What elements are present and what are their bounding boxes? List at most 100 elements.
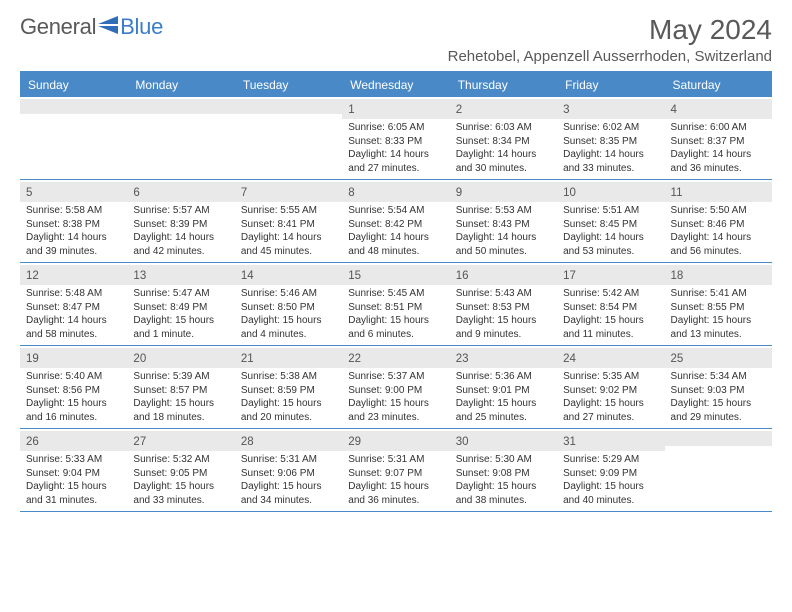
- daynum-row: 3: [557, 99, 664, 119]
- info-daylight2: and 18 minutes.: [133, 411, 228, 425]
- weekday-thursday: Thursday: [450, 73, 557, 97]
- day-number: 22: [348, 353, 361, 365]
- info-sunset: Sunset: 8:57 PM: [133, 384, 228, 398]
- day-number: 13: [133, 270, 146, 282]
- info-daylight1: Daylight: 15 hours: [26, 397, 121, 411]
- day-cell: 4Sunrise: 6:00 AMSunset: 8:37 PMDaylight…: [665, 97, 772, 179]
- daynum-row: 31: [557, 431, 664, 451]
- day-cell: 17Sunrise: 5:42 AMSunset: 8:54 PMDayligh…: [557, 263, 664, 345]
- info-daylight1: Daylight: 14 hours: [26, 231, 121, 245]
- info-sunrise: Sunrise: 5:31 AM: [348, 453, 443, 467]
- title-block: May 2024 Rehetobel, Appenzell Ausserrhod…: [448, 14, 772, 65]
- info-daylight1: Daylight: 15 hours: [348, 314, 443, 328]
- weekday-monday: Monday: [127, 73, 234, 97]
- info-daylight2: and 20 minutes.: [241, 411, 336, 425]
- day-cell: 8Sunrise: 5:54 AMSunset: 8:42 PMDaylight…: [342, 180, 449, 262]
- info-daylight1: Daylight: 15 hours: [671, 397, 766, 411]
- info-sunset: Sunset: 8:42 PM: [348, 218, 443, 232]
- daynum-row: 14: [235, 265, 342, 285]
- day-info: Sunrise: 5:42 AMSunset: 8:54 PMDaylight:…: [563, 287, 658, 341]
- info-daylight2: and 9 minutes.: [456, 328, 551, 342]
- info-daylight2: and 42 minutes.: [133, 245, 228, 259]
- weekday-sunday: Sunday: [20, 73, 127, 97]
- info-sunset: Sunset: 9:05 PM: [133, 467, 228, 481]
- day-cell: [20, 97, 127, 179]
- day-cell: [665, 429, 772, 511]
- info-sunrise: Sunrise: 5:53 AM: [456, 204, 551, 218]
- day-cell: 19Sunrise: 5:40 AMSunset: 8:56 PMDayligh…: [20, 346, 127, 428]
- daynum-row: 8: [342, 182, 449, 202]
- day-cell: 14Sunrise: 5:46 AMSunset: 8:50 PMDayligh…: [235, 263, 342, 345]
- day-info: Sunrise: 5:32 AMSunset: 9:05 PMDaylight:…: [133, 453, 228, 507]
- day-cell: 31Sunrise: 5:29 AMSunset: 9:09 PMDayligh…: [557, 429, 664, 511]
- info-sunset: Sunset: 8:59 PM: [241, 384, 336, 398]
- day-info: Sunrise: 5:33 AMSunset: 9:04 PMDaylight:…: [26, 453, 121, 507]
- daynum-row: [665, 431, 772, 446]
- info-daylight1: Daylight: 15 hours: [133, 480, 228, 494]
- info-daylight1: Daylight: 15 hours: [456, 314, 551, 328]
- info-sunrise: Sunrise: 5:30 AM: [456, 453, 551, 467]
- week-row: 1Sunrise: 6:05 AMSunset: 8:33 PMDaylight…: [20, 97, 772, 180]
- info-sunset: Sunset: 9:04 PM: [26, 467, 121, 481]
- day-number: 12: [26, 270, 39, 282]
- info-sunrise: Sunrise: 5:34 AM: [671, 370, 766, 384]
- info-daylight1: Daylight: 14 hours: [133, 231, 228, 245]
- daynum-row: 26: [20, 431, 127, 451]
- day-number: 7: [241, 187, 247, 199]
- daynum-row: 16: [450, 265, 557, 285]
- info-daylight2: and 34 minutes.: [241, 494, 336, 508]
- day-number: 30: [456, 436, 469, 448]
- info-daylight2: and 58 minutes.: [26, 328, 121, 342]
- info-sunrise: Sunrise: 5:41 AM: [671, 287, 766, 301]
- info-sunrise: Sunrise: 5:55 AM: [241, 204, 336, 218]
- info-daylight1: Daylight: 15 hours: [241, 480, 336, 494]
- daynum-row: 15: [342, 265, 449, 285]
- daynum-row: 25: [665, 348, 772, 368]
- info-daylight1: Daylight: 14 hours: [563, 231, 658, 245]
- info-sunset: Sunset: 8:55 PM: [671, 301, 766, 315]
- day-info: Sunrise: 6:03 AMSunset: 8:34 PMDaylight:…: [456, 121, 551, 175]
- daynum-row: 11: [665, 182, 772, 202]
- info-sunrise: Sunrise: 5:37 AM: [348, 370, 443, 384]
- calendar-page: General Blue May 2024 Rehetobel, Appenze…: [0, 0, 792, 532]
- brand-logo: General Blue: [20, 14, 163, 40]
- day-number: 15: [348, 270, 361, 282]
- daynum-row: [20, 99, 127, 114]
- info-daylight2: and 45 minutes.: [241, 245, 336, 259]
- info-daylight2: and 38 minutes.: [456, 494, 551, 508]
- info-sunrise: Sunrise: 5:50 AM: [671, 204, 766, 218]
- daynum-row: 5: [20, 182, 127, 202]
- header: General Blue May 2024 Rehetobel, Appenze…: [20, 14, 772, 65]
- info-sunset: Sunset: 9:00 PM: [348, 384, 443, 398]
- day-cell: 9Sunrise: 5:53 AMSunset: 8:43 PMDaylight…: [450, 180, 557, 262]
- info-sunset: Sunset: 8:46 PM: [671, 218, 766, 232]
- info-sunset: Sunset: 8:43 PM: [456, 218, 551, 232]
- day-cell: 13 Sunrise: 5:47 AMSunset: 8:49 PMDayligh…: [127, 263, 234, 345]
- info-daylight1: Daylight: 14 hours: [671, 148, 766, 162]
- day-info: Sunrise: 5:57 AMSunset: 8:39 PMDaylight:…: [133, 204, 228, 258]
- info-sunset: Sunset: 8:50 PM: [241, 301, 336, 315]
- day-number: 28: [241, 436, 254, 448]
- day-number: 25: [671, 353, 684, 365]
- info-daylight2: and 30 minutes.: [456, 162, 551, 176]
- info-daylight1: Daylight: 15 hours: [671, 314, 766, 328]
- info-daylight1: Daylight: 14 hours: [456, 148, 551, 162]
- info-sunset: Sunset: 8:34 PM: [456, 135, 551, 149]
- day-cell: 22Sunrise: 5:37 AMSunset: 9:00 PMDayligh…: [342, 346, 449, 428]
- day-info: Sunrise: 5:38 AMSunset: 8:59 PMDaylight:…: [241, 370, 336, 424]
- day-info: Sunrise: 5:40 AMSunset: 8:56 PMDaylight:…: [26, 370, 121, 424]
- daynum-row: 12: [20, 265, 127, 285]
- day-number: 20: [133, 353, 146, 365]
- day-info: Sunrise: 5:58 AMSunset: 8:38 PMDaylight:…: [26, 204, 121, 258]
- weekday-header: Sunday Monday Tuesday Wednesday Thursday…: [20, 73, 772, 97]
- info-daylight1: Daylight: 15 hours: [26, 480, 121, 494]
- info-sunrise: Sunrise: 5:32 AM: [133, 453, 228, 467]
- day-cell: 26Sunrise: 5:33 AMSunset: 9:04 PMDayligh…: [20, 429, 127, 511]
- info-sunrise: Sunrise: 5:51 AM: [563, 204, 658, 218]
- day-number: 16: [456, 270, 469, 282]
- day-info: Sunrise: 5:31 AMSunset: 9:07 PMDaylight:…: [348, 453, 443, 507]
- info-daylight1: Daylight: 15 hours: [456, 480, 551, 494]
- info-daylight1: Daylight: 14 hours: [456, 231, 551, 245]
- info-daylight1: Daylight: 14 hours: [563, 148, 658, 162]
- day-info: Sunrise: 5:47 AMSunset: 8:49 PMDaylight:…: [133, 287, 228, 341]
